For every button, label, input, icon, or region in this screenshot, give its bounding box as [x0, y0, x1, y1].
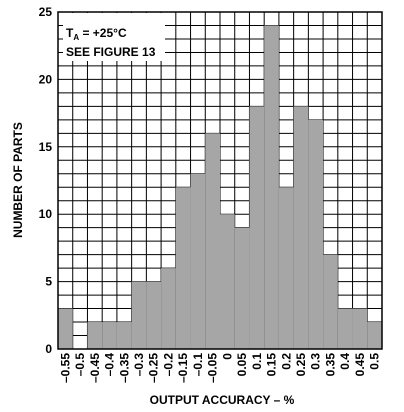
annotation-figure-ref: SEE FIGURE 13	[66, 45, 156, 59]
x-tick-label: –0.05	[206, 353, 220, 383]
y-tick-label: 20	[39, 72, 53, 86]
x-axis-title: OUTPUT ACCURACY – %	[150, 393, 295, 407]
x-tick-labels: –0.55 –0.5 –0.45 –0.4 –0.35 –0.3 –0.25 –0.2 –0.1…	[58, 353, 381, 383]
x-tick-label: –0.2	[161, 353, 175, 377]
histogram-bar	[190, 173, 206, 349]
x-tick-label: –0.5	[73, 353, 87, 377]
histogram-bar	[205, 133, 220, 349]
histogram-bar	[234, 227, 250, 349]
annotation-temperature: TA = +25°C	[66, 26, 127, 42]
histogram-bar	[58, 308, 73, 349]
x-tick-label: 0.15	[265, 353, 279, 377]
histogram-bar	[116, 322, 132, 349]
bars	[58, 25, 382, 349]
x-tick-label: 0.4	[338, 353, 352, 370]
y-tick-label: 15	[39, 140, 53, 154]
x-tick-label: –0.1	[191, 353, 205, 377]
x-tick-label: 0.05	[235, 353, 249, 377]
histogram-bar	[161, 268, 176, 349]
x-tick-label: 0.35	[323, 353, 337, 377]
y-tick-label: 0	[45, 342, 52, 356]
annotation-background	[63, 13, 165, 61]
histogram-bar	[337, 308, 353, 349]
histogram-bar	[367, 322, 382, 349]
x-tick-label: 0.5	[368, 353, 382, 370]
y-axis-title: NUMBER OF PARTS	[11, 122, 25, 238]
x-tick-label: 0.2	[279, 353, 293, 370]
histogram-bar	[278, 187, 294, 349]
x-tick-label: 0.1	[250, 353, 264, 370]
histogram-bar	[87, 322, 103, 349]
histogram-bar	[146, 281, 162, 349]
plot-frame	[57, 11, 383, 350]
x-tick-label: 0.3	[309, 353, 323, 370]
y-tick-labels: 0 5 10 15 20 25	[39, 5, 53, 356]
histogram-bar	[131, 281, 147, 349]
x-tick-label: –0.35	[117, 353, 131, 383]
x-tick-label: –0.55	[58, 353, 72, 383]
x-tick-label: –0.25	[147, 353, 161, 383]
y-tick-label: 10	[39, 207, 53, 221]
x-tick-label: –0.4	[103, 353, 117, 377]
x-tick-label: –0.3	[132, 353, 146, 377]
histogram-bar	[293, 106, 309, 349]
y-tick-label: 25	[39, 5, 53, 19]
histogram-bar	[308, 119, 324, 349]
x-tick-label: 0.45	[353, 353, 367, 377]
histogram-bar	[175, 187, 191, 349]
histogram-bar	[323, 254, 338, 349]
histogram-bar	[264, 25, 279, 349]
x-tick-label: –0.15	[176, 353, 190, 383]
histogram-bar	[220, 214, 235, 349]
x-tick-label: –0.45	[88, 353, 102, 383]
histogram-bar	[249, 106, 265, 349]
x-tick-label: 0.25	[294, 353, 308, 377]
x-tick-label: 0	[220, 353, 234, 360]
histogram-bar	[352, 308, 368, 349]
y-tick-label: 5	[45, 275, 52, 289]
histogram-bar	[102, 322, 117, 349]
